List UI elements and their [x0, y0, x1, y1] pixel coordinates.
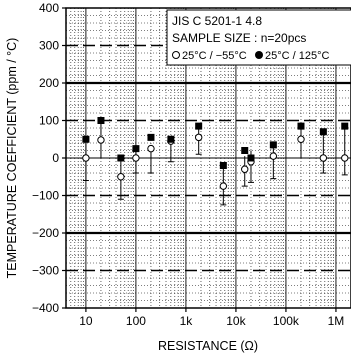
x-tick-label: 100 [126, 314, 146, 328]
legend-entry-low: 25°C / −55°C [182, 50, 247, 62]
x-tick-label: 10k [226, 314, 246, 328]
point-25c-125c [132, 145, 140, 153]
point-25c-125c [341, 122, 349, 130]
point-25c-minus55c [241, 165, 249, 173]
x-tick-label: 100k [273, 314, 300, 328]
point-25c-minus55c [117, 173, 125, 181]
point-25c-minus55c [132, 154, 140, 162]
y-tick-label: −300 [32, 264, 59, 278]
point-25c-125c [297, 122, 305, 130]
point-25c-125c [195, 122, 203, 130]
y-axis-label: TEMPERATURE COEFFICIENT (ppm / °C) [5, 38, 19, 279]
point-25c-minus55c [297, 135, 305, 143]
point-25c-minus55c [82, 154, 90, 162]
point-25c-minus55c [219, 182, 228, 190]
data-layer [82, 117, 349, 206]
point-25c-125c [82, 135, 90, 143]
y-tick-label: −200 [32, 226, 59, 240]
point-25c-minus55c [194, 133, 203, 142]
x-tick-label: 10 [79, 314, 93, 328]
y-tick-label: −100 [32, 189, 59, 203]
tick-layer: −400 −300 −200 −100 0 100 200 300 400 10 100 1k 10k 1… [32, 1, 344, 328]
grid-layer [66, 8, 351, 308]
point-25c-minus55c [147, 144, 155, 153]
point-25c-125c [247, 154, 255, 162]
legend-line-standard: JIS C 5201-1 4.8 [172, 14, 262, 28]
point-25c-minus55c [319, 154, 328, 162]
y-tick-label: 300 [39, 39, 59, 53]
y-tick-label: 200 [39, 76, 59, 90]
point-25c-minus55c [269, 152, 278, 160]
point-25c-125c [147, 133, 155, 141]
y-tick-label: 0 [52, 151, 59, 165]
legend-open-circle-marker [172, 51, 180, 59]
legend-filled-circle-marker [255, 51, 263, 59]
legend-line-sample: SAMPLE SIZE : n=20pcs [172, 31, 306, 45]
point-25c-minus55c [97, 136, 105, 144]
point-25c-125c [241, 147, 249, 154]
x-tick-label: 1k [180, 314, 194, 328]
point-25c-125c [269, 141, 277, 149]
y-tick-label: 100 [39, 114, 59, 128]
legend-entry-high: 25°C / 125°C [265, 50, 329, 62]
x-axis-label: RESISTANCE (Ω) [158, 339, 258, 353]
y-tick-label: 400 [39, 1, 59, 15]
point-25c-125c [219, 162, 227, 169]
y-tick-label: −400 [32, 301, 59, 315]
point-25c-125c [97, 117, 105, 124]
point-25c-minus55c [341, 154, 349, 162]
point-25c-125c [319, 128, 327, 136]
x-tick-label: 1M [328, 314, 345, 328]
legend: JIS C 5201-1 4.8 SAMPLE SIZE : n=20pcs 2… [166, 9, 351, 66]
point-25c-125c [167, 135, 175, 143]
point-25c-125c [117, 154, 125, 162]
